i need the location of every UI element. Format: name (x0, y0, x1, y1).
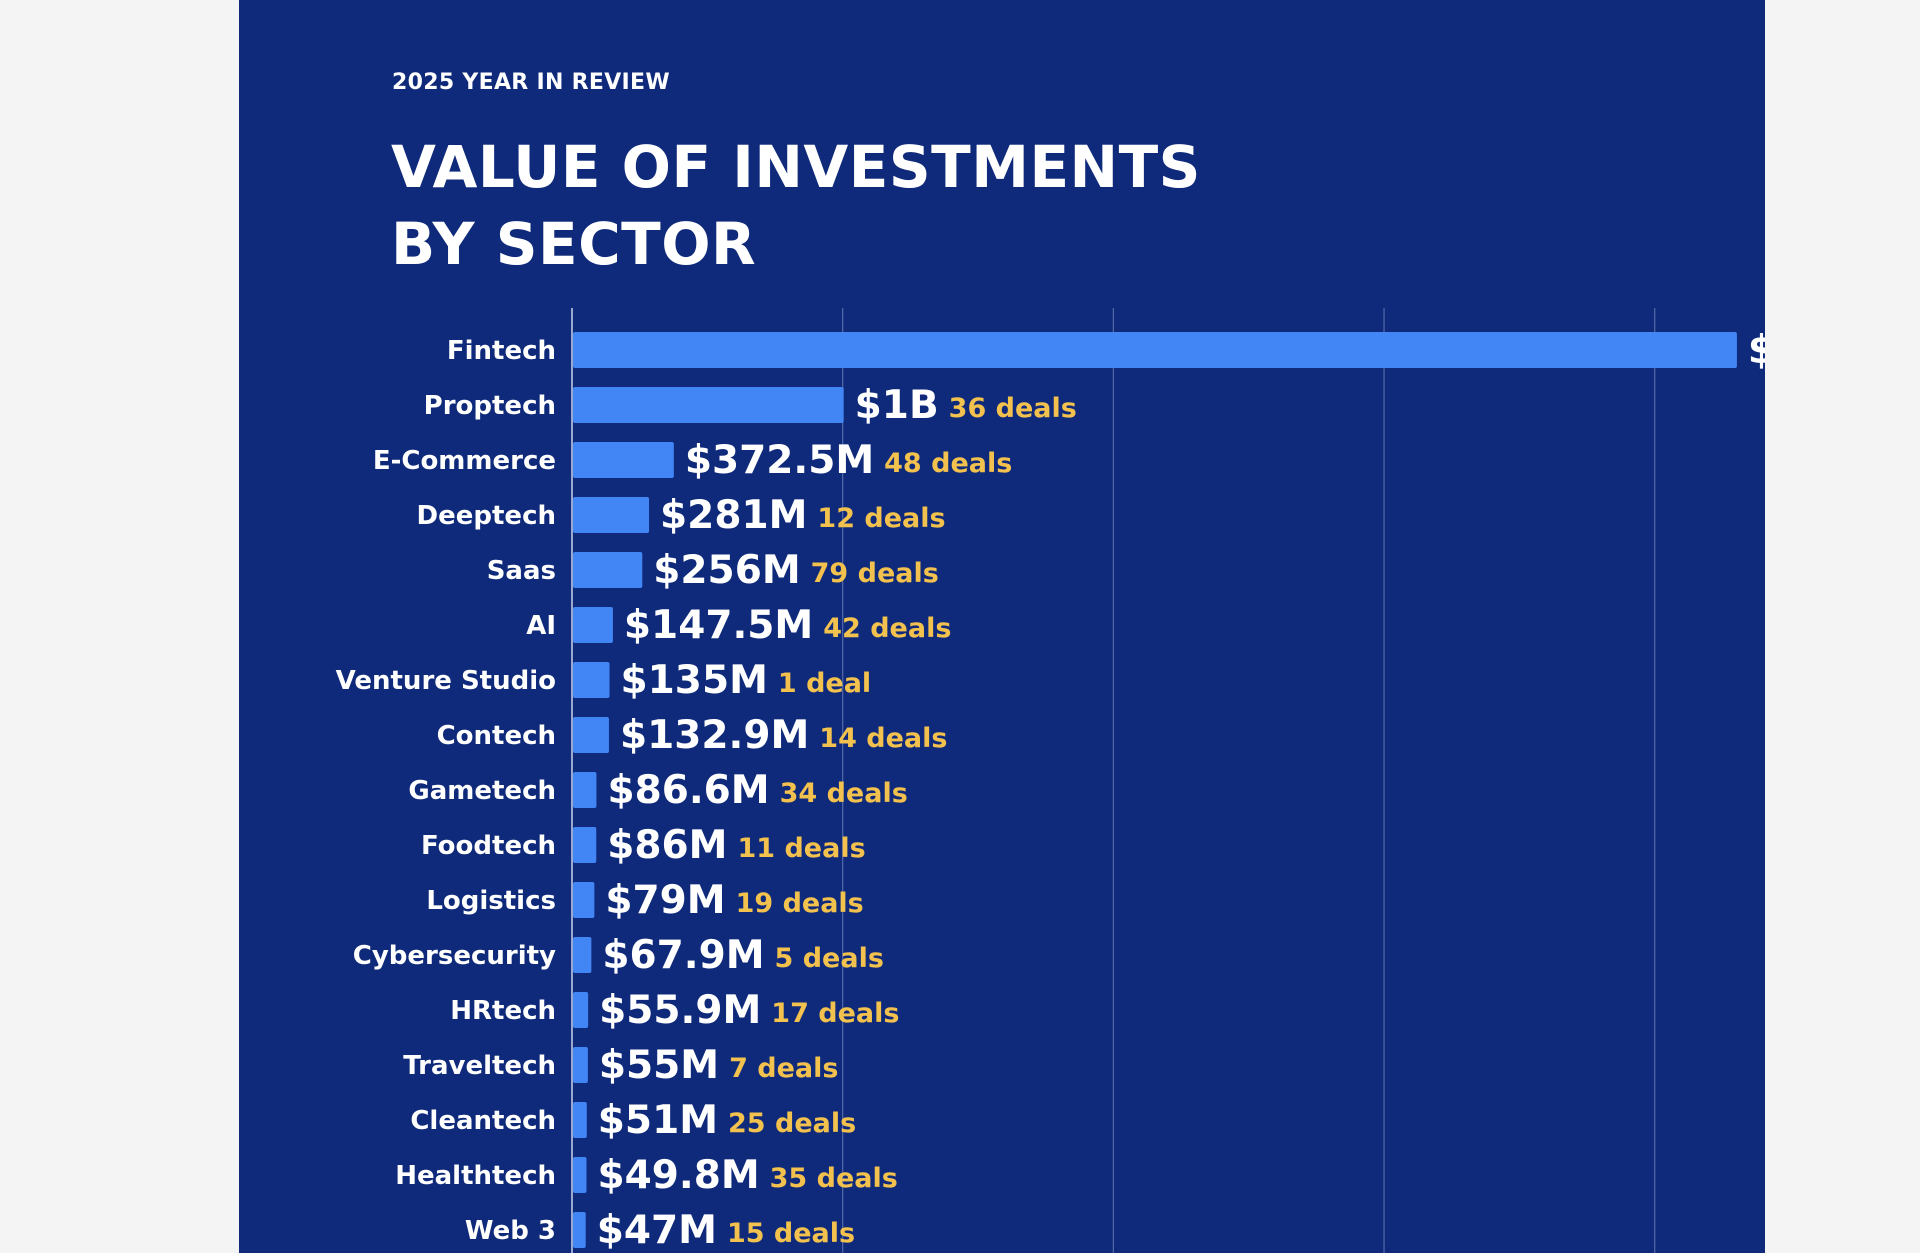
category-label: Logistics (426, 886, 556, 916)
category-label: Venture Studio (336, 666, 556, 696)
value-label: $372.5M (685, 438, 874, 483)
deals-label: 12 deals (817, 503, 945, 534)
value-label: $135M (621, 658, 768, 703)
category-label: Saas (487, 556, 556, 586)
category-label: Healthtech (395, 1161, 556, 1191)
deals-label: 48 deals (884, 448, 1012, 479)
deals-label: 79 deals (811, 558, 939, 589)
value-label: $67.9M (602, 933, 764, 978)
deals-label: 34 deals (780, 778, 908, 809)
bar (573, 497, 650, 533)
deals-label: 1 deal (778, 668, 871, 699)
chart-title-line-1: VALUE OF INVESTMENTS (391, 133, 1201, 201)
value-label: $4.3B (1748, 328, 1765, 373)
deals-label: 36 deals (949, 393, 1077, 424)
value-label: $47M (597, 1208, 717, 1253)
category-label: HRtech (450, 996, 556, 1026)
deals-label: 35 deals (770, 1163, 898, 1194)
deals-label: 11 deals (737, 833, 865, 864)
bar (573, 607, 613, 643)
category-label: Web 3 (465, 1216, 556, 1246)
deals-label: 5 deals (775, 943, 884, 974)
value-label: $49.8M (597, 1153, 759, 1198)
value-label: $55M (599, 1043, 719, 1088)
chart-card: 2025 YEAR IN REVIEW VALUE OF INVESTMENTS… (239, 0, 1765, 1253)
value-label: $147.5M (624, 603, 813, 648)
value-label: $86M (607, 823, 727, 868)
deals-label: 15 deals (727, 1218, 855, 1249)
bar (573, 717, 609, 753)
bar (573, 387, 844, 423)
category-label: AI (526, 611, 556, 641)
bar (573, 827, 597, 863)
value-label: $55.9M (599, 988, 761, 1033)
category-label: Cybersecurity (353, 941, 556, 971)
bar (573, 937, 592, 973)
value-label: $86.6M (607, 768, 769, 813)
bar (573, 552, 643, 588)
value-label: $281M (660, 493, 807, 538)
value-label: $1B (855, 383, 939, 428)
bar (573, 1047, 588, 1083)
bar (573, 332, 1737, 368)
bar (573, 1212, 586, 1248)
category-label: Foodtech (421, 831, 556, 861)
chart-title-line-2: BY SECTOR (391, 210, 757, 278)
category-label: Contech (437, 721, 556, 751)
value-label: $79M (605, 878, 725, 923)
deals-label: 17 deals (771, 998, 899, 1029)
category-label: Deeptech (417, 501, 556, 531)
category-label: Proptech (424, 391, 556, 421)
chart-eyebrow: 2025 YEAR IN REVIEW (392, 70, 670, 95)
value-label: $256M (653, 548, 800, 593)
deals-label: 42 deals (823, 613, 951, 644)
bar (573, 662, 610, 698)
bar (573, 442, 674, 478)
deals-label: 7 deals (729, 1053, 838, 1084)
deals-label: 25 deals (728, 1108, 856, 1139)
bar (573, 772, 597, 808)
category-label: Traveltech (403, 1051, 556, 1081)
value-label: $51M (598, 1098, 718, 1143)
deals-label: 19 deals (736, 888, 864, 919)
bar (573, 882, 595, 918)
bar (573, 1157, 587, 1193)
bar (573, 992, 589, 1028)
bar (573, 1102, 587, 1138)
category-label: Gametech (408, 776, 556, 806)
category-label: Cleantech (410, 1106, 556, 1136)
value-label: $132.9M (620, 713, 809, 758)
category-label: E-Commerce (373, 446, 556, 476)
category-label: Fintech (447, 336, 556, 366)
deals-label: 14 deals (819, 723, 947, 754)
